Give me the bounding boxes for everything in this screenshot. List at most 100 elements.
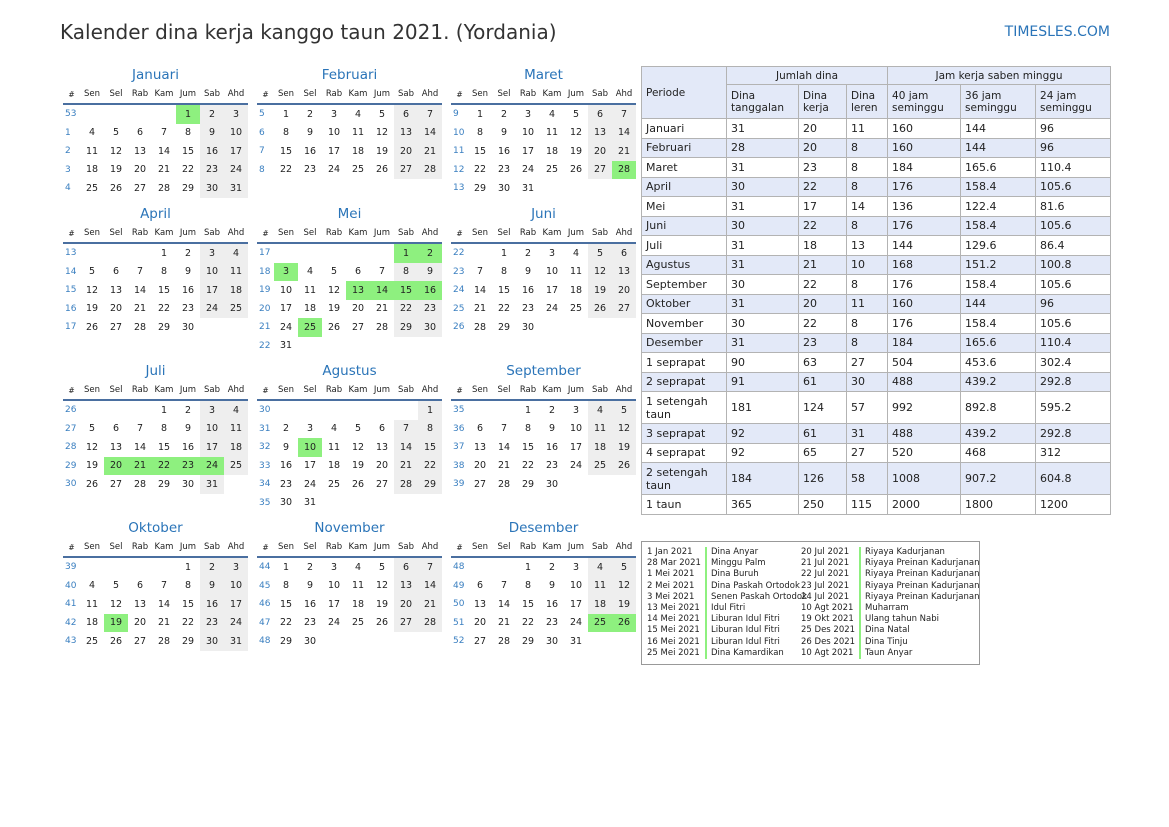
day-header: Kam [152, 381, 176, 401]
day-cell: 6 [112, 266, 120, 278]
week-number: 48 [259, 636, 271, 647]
period-cell: Agustus [641, 254, 727, 275]
day-cell: 8 [282, 580, 290, 592]
day-cell [370, 400, 394, 420]
day-cell: 21 [157, 164, 171, 176]
value-cell: 61 [798, 423, 847, 444]
week-row: 33 16 17 18 19 20 21 22 [257, 456, 442, 475]
week-number: 27 [65, 423, 77, 434]
day-header: # [451, 224, 468, 244]
period-cell: 1 seprapat [641, 352, 727, 373]
sub-header: Dina kerja [798, 84, 847, 119]
day-cell [346, 337, 370, 356]
day-cell [612, 318, 636, 337]
value-cell: 1800 [960, 494, 1037, 515]
week-row: 41 11 12 13 14 15 16 17 [63, 595, 248, 614]
day-cell: 28 [375, 321, 389, 333]
day-cell: 6 [476, 580, 484, 592]
day-header: Sel [492, 538, 516, 558]
day-cell: 1 [476, 108, 484, 120]
day-cell: 3 [224, 104, 248, 124]
day-cell: 29 [473, 182, 487, 194]
day-cell: 18 [85, 164, 99, 176]
week-number: 36 [453, 423, 465, 434]
day-cell [468, 400, 492, 420]
day-cell: 17 [303, 460, 317, 472]
week-row: 48 1 2 3 4 5 [451, 557, 636, 577]
day-header: Sen [274, 381, 298, 401]
day-cell: 30 [497, 182, 511, 194]
day-header: Rab [516, 538, 540, 558]
month-table: # Sen Sel Rab Kam Jum Sab Ahd 48 1 2 3 4 5 49 6 7 8 9 10 11 1… [451, 538, 636, 651]
day-cell: 5 [112, 127, 120, 139]
day-cell: 4 [88, 580, 96, 592]
week-number: 46 [259, 599, 271, 610]
day-cell: 16 [497, 145, 511, 157]
day-cell: 3 [548, 247, 556, 259]
holiday-name: Ulang tahun Nabi [859, 614, 939, 626]
col-periode: Periode [641, 66, 727, 119]
period-cell: April [641, 176, 727, 197]
week-row: 30 1 [257, 400, 442, 420]
brand-link[interactable]: TIMESLES.COM [1004, 24, 1110, 40]
day-cell: 18 [85, 617, 99, 629]
value-cell: 468 [960, 442, 1037, 463]
day-cell: 3 [330, 108, 338, 120]
day-header: Kam [152, 538, 176, 558]
value-cell: 250 [798, 494, 847, 515]
day-cell: 7 [418, 557, 442, 577]
day-cell [80, 104, 104, 124]
day-cell: 16 [545, 441, 559, 453]
week-number: 49 [453, 580, 465, 591]
holiday-date: 3 Mei 2021 [647, 591, 695, 602]
value-cell: 28 [726, 137, 799, 158]
day-cell: 9 [548, 580, 556, 592]
period-cell: Februari [641, 137, 727, 158]
value-cell: 184 [887, 157, 962, 178]
day-cell: 1 [160, 404, 168, 416]
day-cell: 16 [200, 595, 224, 614]
day-cell: 3 [274, 262, 298, 281]
holiday-item: 19 Okt 2021 Ulang tahun Nabi [801, 614, 979, 626]
holiday-item: 25 Des 2021 Dina Natal [801, 625, 979, 637]
holiday-name: Liburan Idul Fitri [705, 636, 780, 648]
holiday-name: Taun Anyar [859, 647, 912, 659]
holiday-name: Dina Kamardikan [705, 647, 784, 659]
day-cell: 12 [327, 284, 341, 296]
day-cell: 11 [545, 127, 559, 139]
day-cell: 24 [224, 613, 248, 632]
day-cell: 18 [351, 598, 365, 610]
month-calendar: Februari # Sen Sel Rab Kam Jum Sab Ahd 5 1 2 3 4 5 6 7 6 8… [257, 66, 442, 179]
value-cell: 158.4 [960, 215, 1037, 236]
week-number: 47 [259, 617, 271, 628]
day-header: Sel [492, 224, 516, 244]
day-cell [564, 179, 588, 198]
day-cell: 25 [327, 478, 341, 490]
day-cell: 31 [279, 340, 293, 352]
day-header: Sab [394, 224, 418, 244]
value-cell: 100.8 [1035, 254, 1112, 275]
day-cell: 8 [160, 423, 168, 435]
day-header: Sab [588, 381, 612, 401]
day-cell: 30 [545, 478, 559, 490]
value-cell: 61 [798, 371, 847, 392]
week-row: 32 9 10 11 12 13 14 15 [257, 438, 442, 457]
day-cell: 28 [612, 160, 636, 179]
summary-row: Februari 28 20 8 160 144 96 [641, 137, 1112, 158]
day-header: Sen [468, 85, 492, 105]
day-cell: 15 [181, 598, 195, 610]
day-cell: 6 [588, 104, 612, 124]
day-header: Sel [104, 85, 128, 105]
day-cell: 24 [200, 456, 224, 475]
day-cell: 11 [224, 262, 248, 281]
day-cell: 7 [394, 419, 418, 438]
day-cell [274, 243, 298, 263]
day-cell: 28 [473, 321, 487, 333]
week-number: 14 [65, 266, 77, 277]
week-row: 3 18 19 20 21 22 23 24 [63, 160, 248, 179]
day-cell: 3 [330, 561, 338, 573]
holiday-item: 20 Jul 2021 Riyaya Kadurjanan [801, 547, 979, 559]
day-cell: 9 [200, 123, 224, 142]
day-cell: 2 [200, 557, 224, 577]
day-cell: 19 [375, 145, 389, 157]
